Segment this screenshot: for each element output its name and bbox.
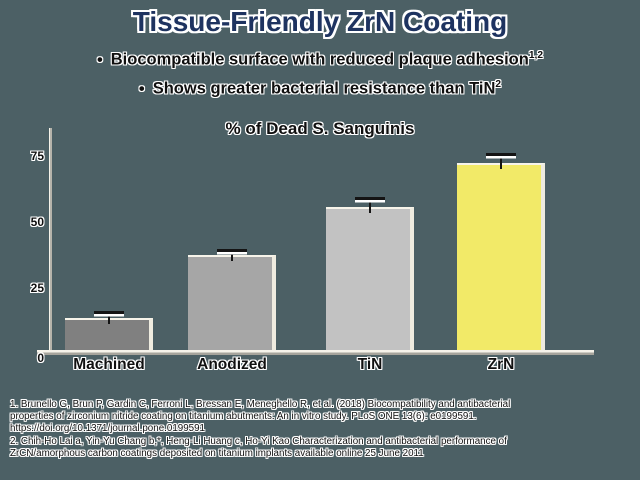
footnote-1-line: 1. Brunello G, Brun P, Gardin C, Ferroni…: [10, 399, 511, 410]
bullet-item-1: • Biocompatible surface with reduced plaq…: [10, 50, 630, 70]
error-bar-cap: [217, 249, 247, 252]
footnotes: 1. Brunello G, Brun P, Gardin C, Ferroni…: [10, 399, 634, 460]
footnote-2-line: 2. Chih-Ho Lai a, Yin-Yu Chang b,*, Heng…: [10, 435, 507, 447]
x-label-tin: TiN: [357, 356, 383, 373]
bar-zrn: [457, 163, 545, 350]
bullet-1-superscript: 1,2: [528, 50, 544, 61]
error-bar-cap: [486, 153, 516, 156]
x-axis-line: [37, 350, 594, 355]
bullet-marker: •: [138, 79, 145, 98]
bar-tin: [326, 207, 414, 350]
bullet-1-text: Biocompatible surface with reduced plaqu…: [110, 50, 529, 69]
chart-title: % of Dead S. Sanguinis: [225, 119, 415, 138]
error-bar-stem: [369, 199, 371, 213]
footnote-1-line: https://doi.org/10.1371/journal.pone.019…: [10, 423, 206, 435]
bar-anodized: [188, 255, 276, 350]
y-tick-label-25: 25: [30, 281, 44, 295]
bullet-marker: •: [96, 50, 103, 69]
footnote-2-line: ZrCN/amorphous carbon coatings deposited…: [10, 447, 424, 459]
y-tick-label-75: 75: [30, 149, 44, 163]
footnote-1-line: properties of zirconium nitride coating …: [10, 411, 477, 423]
error-bar-cap: [355, 197, 385, 200]
error-bar-stem: [500, 155, 502, 169]
y-tick-label-50: 50: [30, 215, 44, 229]
y-tick-label-0: 0: [37, 351, 44, 365]
bullet-2-superscript: 2: [495, 79, 502, 90]
bullet-item-2: • Shows greater bacterial resistance than…: [10, 79, 630, 99]
error-bar-stem: [231, 251, 233, 261]
x-label-zrn: ZrN: [487, 356, 515, 373]
x-label-machined: Machined: [73, 356, 145, 373]
slide-title: Tissue-Friendly ZrN Coating: [132, 6, 508, 37]
error-bar-cap: [94, 311, 124, 314]
error-bar-stem: [108, 313, 110, 324]
y-axis-line: [49, 128, 52, 355]
bullet-2-text: Shows greater bacterial resistance than …: [152, 79, 496, 98]
x-label-anodized: Anodized: [197, 356, 267, 373]
